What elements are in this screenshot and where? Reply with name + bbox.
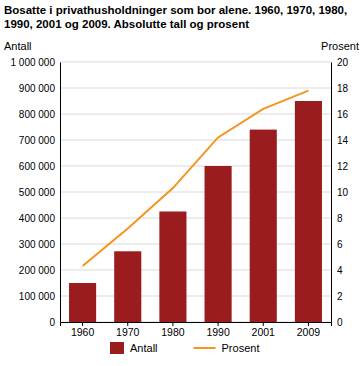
- plot: 0 100 000 200 000 300 000 400 000 500 000 600 …: [11, 57, 349, 339]
- y-tick: 600 000: [19, 161, 60, 172]
- y2-axis-line: [331, 63, 332, 323]
- y-tick: 1 000 000: [11, 57, 61, 68]
- grid-line: [60, 192, 331, 193]
- y2-tick-label: 4: [337, 265, 343, 276]
- x-tick-mark: [172, 322, 173, 326]
- y-tick: 100 000: [19, 291, 60, 302]
- y-tick: 300 000: [19, 239, 60, 250]
- grid-line: [60, 218, 331, 219]
- grid-line: [60, 244, 331, 245]
- y2-tick-label: 10: [337, 187, 349, 198]
- title: Bosatte i privathusholdninger som bor al…: [4, 4, 347, 30]
- y2-tick-label: 6: [337, 239, 343, 250]
- bar: [69, 283, 96, 322]
- grid: [60, 62, 331, 322]
- y2-axis-title: Prosent: [321, 40, 359, 52]
- x-tick-mark: [263, 322, 264, 326]
- y-tick: 500 000: [19, 187, 60, 198]
- x-tick-label: 1970: [116, 326, 140, 338]
- y2-tick: 0: [331, 317, 343, 328]
- legend-swatch: [110, 342, 124, 354]
- y-tick: 900 000: [19, 83, 60, 94]
- y-tick: 0: [49, 317, 60, 328]
- y2-tick-label: 2: [337, 291, 343, 302]
- y2-tick-label: 18: [337, 83, 349, 94]
- y-tick-label: 700 000: [19, 135, 56, 146]
- x-tick-label: 2009: [297, 326, 321, 338]
- y-tick-label: 900 000: [19, 83, 56, 94]
- y2-tick-label: 16: [337, 109, 349, 120]
- bar: [295, 101, 322, 322]
- x-tick: 2001: [252, 322, 276, 338]
- x-tick-mark: [127, 322, 128, 326]
- y-axis-title: Antall: [4, 40, 32, 52]
- x-tick: 1970: [116, 322, 140, 338]
- x-tick-label: 1960: [71, 326, 95, 338]
- legend: Antall Prosent: [110, 342, 259, 354]
- y-tick-label: 0: [49, 317, 55, 328]
- y-tick: 200 000: [19, 265, 60, 276]
- y-tick-label: 500 000: [19, 187, 56, 198]
- y2-tick: 2: [331, 291, 343, 302]
- legend-swatch: [194, 347, 216, 349]
- legend-label: Antall: [130, 342, 158, 354]
- y2-tick-label: 14: [337, 135, 349, 146]
- grid-line: [60, 114, 331, 115]
- data-area: [69, 91, 322, 322]
- y-tick: 700 000: [19, 135, 60, 146]
- bar: [159, 212, 186, 323]
- legend-item: Prosent: [194, 342, 260, 354]
- y-tick-label: 400 000: [19, 213, 56, 224]
- y2-tick: 14: [331, 135, 349, 146]
- y-tick-label: 600 000: [19, 161, 56, 172]
- grid-line: [60, 296, 331, 297]
- y2-tick: 16: [331, 109, 349, 120]
- y-tick-label: 1 000 000: [11, 57, 56, 68]
- y-tick-label: 100 000: [19, 291, 56, 302]
- y-tick: 800 000: [19, 109, 60, 120]
- y-axis-line: [60, 63, 61, 323]
- y2-tick-label: 0: [337, 317, 343, 328]
- bar: [114, 251, 141, 322]
- x-tick-label: 1990: [206, 326, 230, 338]
- y-tick-label: 800 000: [19, 109, 56, 120]
- y2-tick: 10: [331, 187, 349, 198]
- y-axis: 0 100 000 200 000 300 000 400 000 500 000 600 …: [11, 57, 61, 328]
- y2-tick: 12: [331, 161, 349, 172]
- x-axis: 1960 1970 1980 1990 2001 2009: [61, 322, 332, 338]
- line: [83, 91, 309, 267]
- y2-tick-label: 20: [337, 57, 349, 68]
- x-tick-mark: [308, 322, 309, 326]
- bar: [250, 130, 277, 322]
- y2-tick-label: 8: [337, 213, 343, 224]
- x-tick: 1990: [206, 322, 230, 338]
- grid-line: [60, 88, 331, 89]
- x-tick-mark: [82, 322, 83, 326]
- grid-line: [60, 270, 331, 271]
- x-tick: 1960: [71, 322, 95, 338]
- x-axis-line: [61, 323, 332, 327]
- y-tick: 400 000: [19, 213, 60, 224]
- x-tick-label: 2001: [252, 326, 276, 338]
- y2-tick: 8: [331, 213, 343, 224]
- y2-tick: 18: [331, 83, 349, 94]
- grid-line: [60, 140, 331, 141]
- legend-label: Prosent: [222, 342, 260, 354]
- y-tick-label: 200 000: [19, 265, 56, 276]
- x-tick-mark: [218, 322, 219, 326]
- y-tick-label: 300 000: [19, 239, 56, 250]
- chart: Bosatte i privathusholdninger som bor al…: [0, 0, 363, 366]
- y2-tick: 6: [331, 239, 343, 250]
- x-tick: 2009: [297, 322, 321, 338]
- grid-line: [60, 62, 331, 63]
- x-tick-label: 1980: [161, 326, 185, 338]
- grid-line: [60, 166, 331, 167]
- y2-tick-label: 12: [337, 161, 349, 172]
- x-tick: 1980: [161, 322, 185, 338]
- legend-item: Antall: [110, 342, 158, 354]
- y2-tick: 4: [331, 265, 343, 276]
- y2-tick: 20: [331, 57, 349, 68]
- y2-axis: 0 2 4 6 8 10 12 14 16 18 20: [331, 57, 349, 328]
- bar: [205, 166, 232, 322]
